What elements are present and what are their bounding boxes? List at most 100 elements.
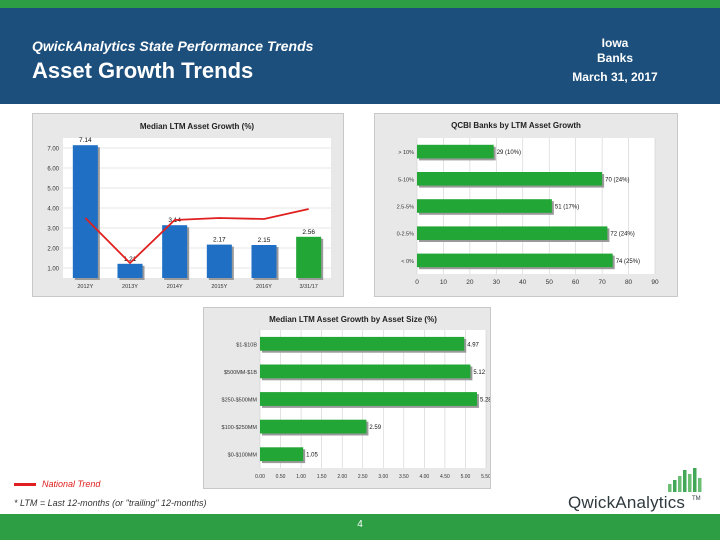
chart-panel-banks-by-growth: QCBI Banks by LTM Asset Growth 0 10 20 30 40 5…: [374, 113, 678, 297]
y-tick-label: 6.00: [47, 167, 59, 173]
logo-bar: [683, 470, 687, 492]
x-tick-label: 3.00: [378, 474, 388, 480]
x-tick-label: 50: [546, 279, 554, 286]
bar-2014Y: [162, 225, 188, 278]
bar-3/31/17: [296, 236, 322, 278]
x-tick-label: 2015Y: [211, 284, 227, 290]
bar-value-label: 29 (10%): [497, 150, 521, 156]
bar-0-2.5%: [417, 226, 608, 240]
legend-line-swatch: [14, 482, 36, 486]
y-tick-label: 5-10%: [398, 177, 414, 183]
y-tick-label: $500MM-$1B: [224, 370, 257, 376]
x-tick-label: 2.00: [337, 474, 347, 480]
bar-< 0%: [417, 253, 613, 268]
x-tick-label: 1.00: [296, 474, 306, 480]
bar-value-label: 2.17: [213, 237, 226, 244]
x-tick-label: 2012Y: [77, 284, 93, 290]
x-tick-label: 3/31/17: [299, 284, 317, 290]
bar-value-label: 1.21: [124, 256, 137, 263]
y-tick-label: 1.00: [47, 267, 59, 273]
logo-trademark: TM: [692, 496, 701, 502]
bar-$0-$100MM: [260, 447, 304, 462]
median-growth-chart: Median LTM Asset Growth (%) 1.00 2.00 3.00 4…: [47, 122, 331, 290]
x-tick-label: 40: [519, 279, 527, 286]
national-trend-line: [84, 208, 309, 265]
y-tick-label: $100-$250MM: [222, 425, 258, 431]
bar-value-label: 5.28: [480, 398, 490, 404]
y-tick-label: 5.00: [47, 187, 59, 193]
y-tick-label: $1-$10B: [236, 342, 257, 348]
bar-$100-$250MM: [260, 419, 367, 434]
bar-value-label: 2.59: [369, 425, 381, 431]
page-number: 4: [357, 519, 363, 530]
logo-bar: [688, 474, 692, 492]
header-subtitle: QwickAnalytics State Performance Trends: [32, 38, 314, 54]
logo-bar: [668, 484, 672, 492]
y-tick-label: < 0%: [401, 259, 414, 265]
y-tick-label: 3.00: [47, 227, 59, 233]
y-tick-label: > 10%: [398, 150, 414, 156]
bar-2012Y: [72, 145, 98, 278]
x-tick-label: 5.50: [481, 474, 490, 480]
chart-title: QCBI Banks by LTM Asset Growth: [451, 121, 581, 130]
bar-5-10%: [417, 172, 603, 186]
bar-value-label: 70 (24%): [605, 177, 629, 183]
qwickanalytics-logo: QwickAnalytics TM: [568, 466, 708, 512]
x-tick-label: 0.00: [255, 474, 265, 480]
x-tick-label: 2013Y: [122, 284, 138, 290]
bar-2013Y: [117, 263, 143, 278]
y-tick-label: 7.00: [47, 147, 59, 153]
logo-bar: [673, 480, 677, 492]
x-tick-label: 2016Y: [256, 284, 272, 290]
banks-by-growth-chart: QCBI Banks by LTM Asset Growth 0 10 20 30 40 5…: [397, 121, 659, 286]
y-tick-label: $250-$500MM: [222, 398, 258, 404]
bar-value-label: 72 (24%): [610, 232, 634, 238]
footnote: * LTM = Last 12-months (or "trailing" 12…: [14, 498, 207, 508]
logo-bar: [698, 478, 702, 492]
bar-value-label: 4.97: [467, 342, 479, 348]
bar-value-label: 2.56: [302, 229, 315, 236]
bar-2015Y: [206, 244, 232, 278]
x-tick-label: 4.00: [419, 474, 429, 480]
x-tick-label: 80: [625, 279, 633, 286]
x-tick-label: 10: [440, 279, 448, 286]
x-tick-label: 0: [415, 279, 419, 286]
x-tick-label: 0.50: [276, 474, 286, 480]
header-context: Iowa Banks March 31, 2017: [560, 36, 670, 85]
chart-legend: National Trend: [14, 479, 100, 489]
slide-header: QwickAnalytics State Performance Trends …: [0, 8, 720, 104]
y-tick-label: 4.00: [47, 207, 59, 213]
bar-value-label: 2.15: [258, 237, 271, 244]
header-entity: Banks: [596, 51, 634, 65]
bar-value-label: 1.05: [306, 453, 318, 459]
y-tick-label: $0-$100MM: [228, 453, 258, 459]
bar-$250-$500MM: [260, 392, 477, 406]
y-tick-label: 2.5-5%: [397, 205, 415, 211]
logo-bars-icon: [668, 468, 702, 492]
top-accent-stripe: [0, 0, 720, 8]
logo-bar: [693, 468, 697, 492]
x-tick-label: 20: [466, 279, 474, 286]
bar-value-label: 74 (25%): [616, 259, 640, 265]
bar-$500MM-$1B: [260, 364, 471, 379]
header-state: Iowa: [601, 36, 629, 50]
page-title: Asset Growth Trends: [32, 58, 254, 83]
growth-by-size-chart: Median LTM Asset Growth by Asset Size (%…: [222, 315, 490, 480]
x-tick-label: 4.50: [440, 474, 450, 480]
chart-panel-growth-by-size: Median LTM Asset Growth by Asset Size (%…: [203, 307, 491, 489]
chart-title: Median LTM Asset Growth by Asset Size (%…: [269, 315, 437, 324]
bar-2016Y: [251, 245, 277, 278]
x-tick-label: 2.50: [358, 474, 368, 480]
x-tick-label: 2014Y: [167, 284, 183, 290]
bar-value-label: 5.12: [473, 370, 485, 376]
chart-panel-median-growth: Median LTM Asset Growth (%) 1.00 2.00 3.00 4…: [32, 113, 344, 297]
bar-2.5-5%: [417, 199, 552, 213]
x-tick-label: 90: [651, 279, 659, 286]
bar-value-label: 51 (17%): [555, 205, 579, 211]
x-tick-label: 70: [598, 279, 606, 286]
chart-title: Median LTM Asset Growth (%): [140, 122, 255, 131]
x-tick-label: 30: [493, 279, 501, 286]
logo-bar: [678, 476, 682, 492]
legend-label: National Trend: [42, 479, 101, 489]
slide-footer: 4: [0, 514, 720, 540]
